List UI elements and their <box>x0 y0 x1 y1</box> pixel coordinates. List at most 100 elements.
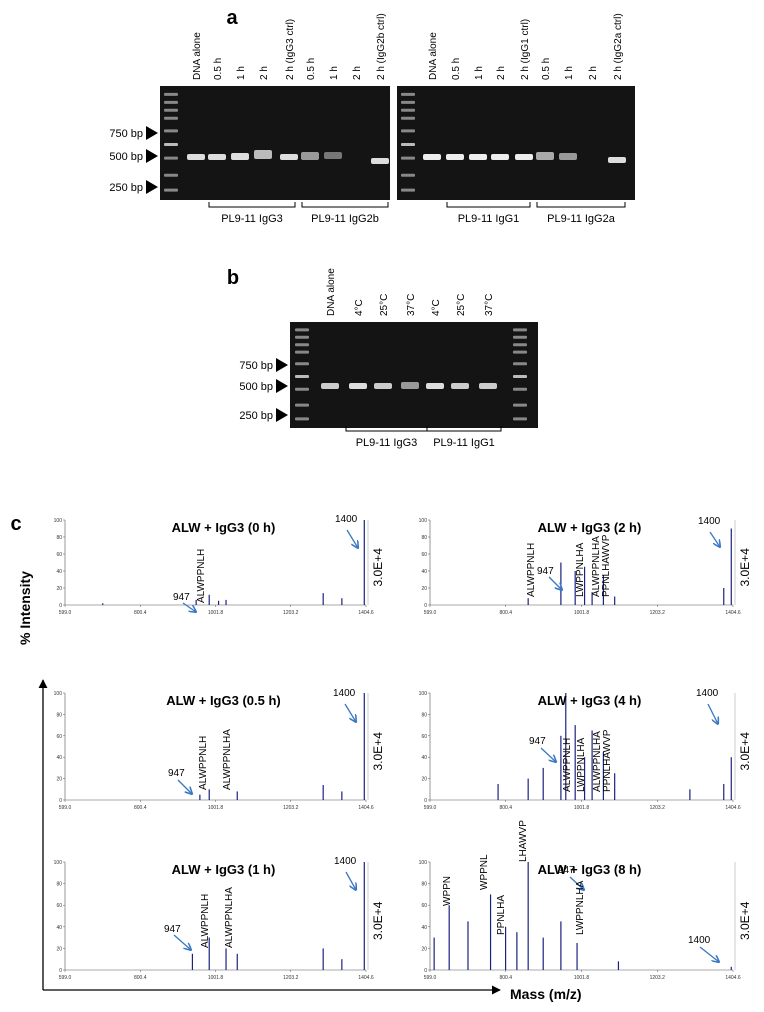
x-tick-label: 1203.2 <box>283 610 299 616</box>
dna-band <box>254 150 272 159</box>
lane-label: 2 h (IgG3 ctrl) <box>285 19 296 80</box>
y-tick-label: 60 <box>421 903 427 909</box>
peak-label: ALWPPNLH <box>562 738 573 792</box>
x-tick-label: 1203.2 <box>283 805 299 811</box>
lane-label: DNA alone <box>326 268 337 316</box>
ladder-band <box>164 92 178 96</box>
dna-band <box>536 152 554 160</box>
y-tick-label: 40 <box>421 755 427 761</box>
peak-arrow <box>709 531 720 547</box>
x-tick-label: 599.0 <box>59 610 72 616</box>
dna-band <box>208 154 226 160</box>
y-tick-label: 20 <box>56 946 62 952</box>
size-marker-label: 500 bp <box>109 151 143 163</box>
ladder-band <box>164 156 178 160</box>
y-tick-label: 100 <box>419 691 428 697</box>
peak-label: LWPPNLHA <box>576 737 587 792</box>
ladder-band <box>295 417 309 421</box>
x-tick-label: 1001.8 <box>208 805 224 811</box>
peak-label: 1400 <box>688 935 711 946</box>
group-label: PL9-11 IgG2a <box>547 213 616 225</box>
dna-band <box>374 383 392 389</box>
ladder-band <box>401 188 415 192</box>
ladder-band <box>164 188 178 192</box>
x-tick-label: 599.0 <box>424 975 437 981</box>
x-tick-label: 800.4 <box>499 975 512 981</box>
x-tick-label: 599.0 <box>59 805 72 811</box>
lane-label: 25°C <box>456 294 467 316</box>
spectrum-title: ALW + IgG3 (0 h) <box>172 520 276 535</box>
x-tick-label: 1404.6 <box>725 975 741 981</box>
ladder-band <box>513 335 527 339</box>
ladder-band <box>513 343 527 347</box>
size-marker-arrow <box>146 149 158 163</box>
ladder-band <box>164 173 178 177</box>
peak-label: LHAWVP <box>518 820 529 862</box>
x-tick-label: 800.4 <box>134 805 147 811</box>
y-tick-label: 100 <box>54 518 63 524</box>
bracket <box>426 426 502 432</box>
peak-label: 947 <box>537 566 554 577</box>
lane-label: 25°C <box>379 294 390 316</box>
x-tick-label: 1203.2 <box>650 975 666 981</box>
intensity-scale: 3.0E+4 <box>371 732 385 771</box>
lane-label: 0.5 h <box>213 58 224 80</box>
gel <box>160 86 390 200</box>
x-tick-label: 1404.6 <box>725 610 741 616</box>
y-tick-label: 20 <box>56 586 62 592</box>
ladder-band <box>401 156 415 160</box>
ladder-band <box>513 387 527 391</box>
size-marker-label: 250 bp <box>109 182 143 194</box>
peak-label: LWPPNLHA <box>575 542 586 597</box>
size-marker-arrow <box>146 126 158 140</box>
peak-arrow <box>548 576 562 590</box>
ladder-band <box>513 403 527 407</box>
intensity-scale: 3.0E+4 <box>738 732 752 771</box>
ladder-band <box>401 129 415 133</box>
x-tick-label: 599.0 <box>59 975 72 981</box>
x-tick-label: 800.4 <box>134 975 147 981</box>
lane-label: 0.5 h <box>541 58 552 80</box>
ladder-band <box>295 343 309 347</box>
ladder-band <box>295 375 309 378</box>
lane-label: 37°C <box>484 294 495 316</box>
x-tick-label: 1404.6 <box>358 610 374 616</box>
spectrum-title: ALW + IgG3 (1 h) <box>172 862 276 877</box>
peak-arrow <box>344 703 356 722</box>
lane-label: 2 h <box>496 66 507 80</box>
y-tick-label: 100 <box>419 860 428 866</box>
y-tick-label: 40 <box>56 755 62 761</box>
panel-label: a <box>226 7 238 29</box>
size-marker-arrow <box>276 408 288 422</box>
y-tick-label: 0 <box>424 968 427 974</box>
group-label: PL9-11 IgG1 <box>458 213 520 225</box>
peak-label: PPNLHAWVP <box>602 729 613 792</box>
peak-label: ALWPPNLHA <box>224 887 235 948</box>
ladder-band <box>295 335 309 339</box>
peak-arrow <box>177 779 192 794</box>
ladder-band <box>295 362 309 366</box>
y-tick-label: 0 <box>59 968 62 974</box>
x-tick-label: 1001.8 <box>574 805 590 811</box>
ladder-band <box>513 328 527 332</box>
peak-label: PPNLHA <box>496 895 507 935</box>
ladder-band <box>164 143 178 146</box>
x-tick-label: 1203.2 <box>650 805 666 811</box>
y-tick-label: 20 <box>421 777 427 783</box>
x-tick-label: 800.4 <box>134 610 147 616</box>
x-tick-label: 1203.2 <box>283 975 299 981</box>
y-tick-label: 100 <box>54 691 63 697</box>
size-marker-label: 250 bp <box>239 410 273 422</box>
spectrum-title: ALW + IgG3 (8 h) <box>538 862 642 877</box>
lane-label: 2 h <box>259 66 270 80</box>
lane-label: 1 h <box>236 66 247 80</box>
y-tick-label: 0 <box>424 798 427 804</box>
peak-label: PPNLHAWVP <box>601 534 612 597</box>
dna-band <box>371 158 389 164</box>
dna-band <box>321 383 339 389</box>
lane-label: 2 h <box>588 66 599 80</box>
peak-arrow <box>699 946 719 962</box>
ladder-band <box>513 417 527 421</box>
dna-band <box>231 153 249 160</box>
dna-band <box>280 154 298 160</box>
